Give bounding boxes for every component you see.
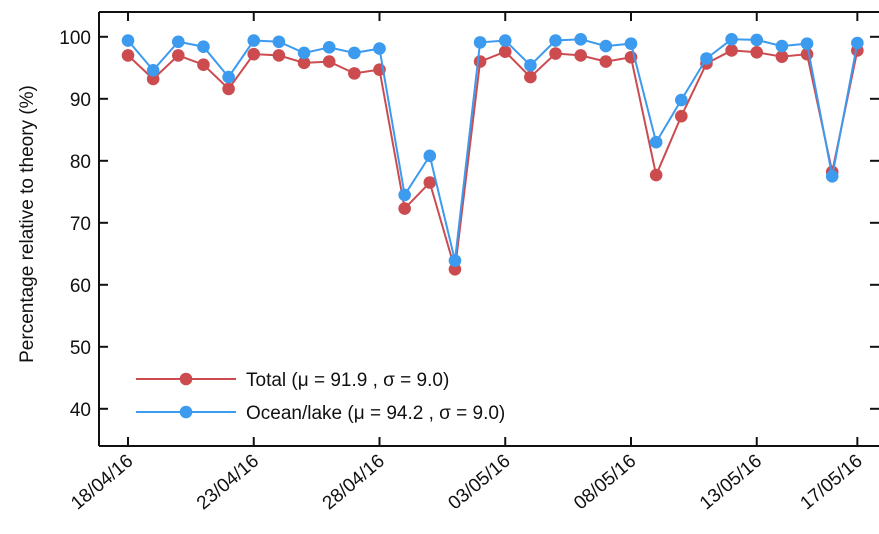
data-point (448, 254, 462, 267)
data-point (272, 49, 286, 62)
x-tick-label: 17/05/16 (797, 451, 867, 515)
series-ocean-lake (121, 32, 864, 267)
data-point (348, 46, 361, 60)
data-point (800, 37, 814, 50)
x-tick-label: 28/04/16 (319, 451, 389, 515)
data-point (750, 33, 764, 47)
x-tick-label: 03/05/16 (444, 451, 514, 515)
data-point (775, 50, 789, 63)
data-point (322, 55, 336, 68)
data-point (247, 47, 261, 61)
data-point (473, 55, 487, 68)
data-point (222, 82, 235, 96)
legend-item: Total (μ = 91.9 , σ = 9.0) (136, 370, 449, 391)
x-axis: 18/04/16 23/04/16 28/04/16 03/05/16 08/05/16… (67, 12, 867, 514)
data-point (398, 188, 411, 202)
data-point (222, 70, 235, 84)
y-tick-label: 40 (70, 400, 91, 421)
y-tick-label: 60 (70, 276, 91, 297)
data-point (524, 59, 537, 72)
data-point (398, 202, 411, 215)
data-point (700, 52, 713, 65)
series-layer (121, 32, 864, 276)
data-point (498, 45, 512, 58)
y-axis: 40 50 60 70 80 90 100 (59, 28, 879, 421)
data-point (649, 135, 663, 149)
legend-marker (179, 372, 193, 386)
y-axis-label: Percentage relative to theory (%) (17, 85, 38, 363)
data-point (297, 56, 311, 70)
data-point (675, 93, 688, 107)
data-point (197, 40, 210, 54)
data-point (423, 176, 437, 189)
data-point (574, 32, 587, 46)
data-point (649, 168, 663, 182)
data-point (574, 49, 587, 62)
legend: Total (μ = 91.9 , σ = 9.0) Ocean/lake (μ … (136, 370, 505, 424)
data-point (549, 47, 562, 60)
y-tick-label: 70 (70, 214, 91, 235)
data-point (725, 32, 738, 46)
x-tick-label: 18/04/16 (67, 451, 137, 515)
data-point (675, 109, 688, 123)
x-tick-label: 23/04/16 (193, 451, 263, 515)
data-point (121, 49, 135, 62)
data-point (172, 49, 185, 62)
x-tick-label: 08/05/16 (570, 451, 640, 515)
data-point (348, 67, 361, 80)
data-point (247, 34, 261, 47)
data-point (599, 39, 613, 53)
data-point (775, 39, 789, 53)
data-point (297, 46, 311, 60)
data-point (197, 58, 210, 71)
data-point (750, 46, 764, 59)
data-point (172, 35, 185, 49)
series-line (127, 38, 859, 261)
y-tick-label: 90 (70, 90, 91, 111)
series-total (121, 44, 864, 276)
data-point (373, 42, 386, 55)
y-tick-label: 80 (70, 152, 91, 173)
legend-item: Ocean/lake (μ = 94.2 , σ = 9.0) (136, 403, 505, 424)
series-line (127, 49, 859, 270)
data-point (322, 41, 336, 54)
data-point (146, 72, 160, 86)
legend-label: Total (μ = 91.9 , σ = 9.0) (246, 370, 449, 391)
legend-marker (179, 405, 193, 419)
data-point (423, 149, 437, 163)
data-point (272, 35, 286, 49)
data-point (473, 36, 487, 49)
data-point (851, 36, 864, 50)
data-point (725, 44, 738, 57)
data-point (549, 34, 562, 47)
data-point (825, 170, 839, 183)
data-point (524, 70, 537, 84)
data-point (448, 263, 462, 276)
data-point (599, 55, 613, 68)
data-point (498, 34, 512, 47)
data-point (624, 37, 638, 50)
legend-label: Ocean/lake (μ = 94.2 , σ = 9.0) (246, 403, 505, 424)
plot-frame (98, 11, 879, 447)
x-tick-label: 13/05/16 (696, 451, 766, 515)
data-point (146, 63, 160, 77)
y-tick-label: 100 (59, 28, 91, 49)
y-tick-label: 50 (70, 338, 91, 359)
data-point (121, 34, 135, 47)
